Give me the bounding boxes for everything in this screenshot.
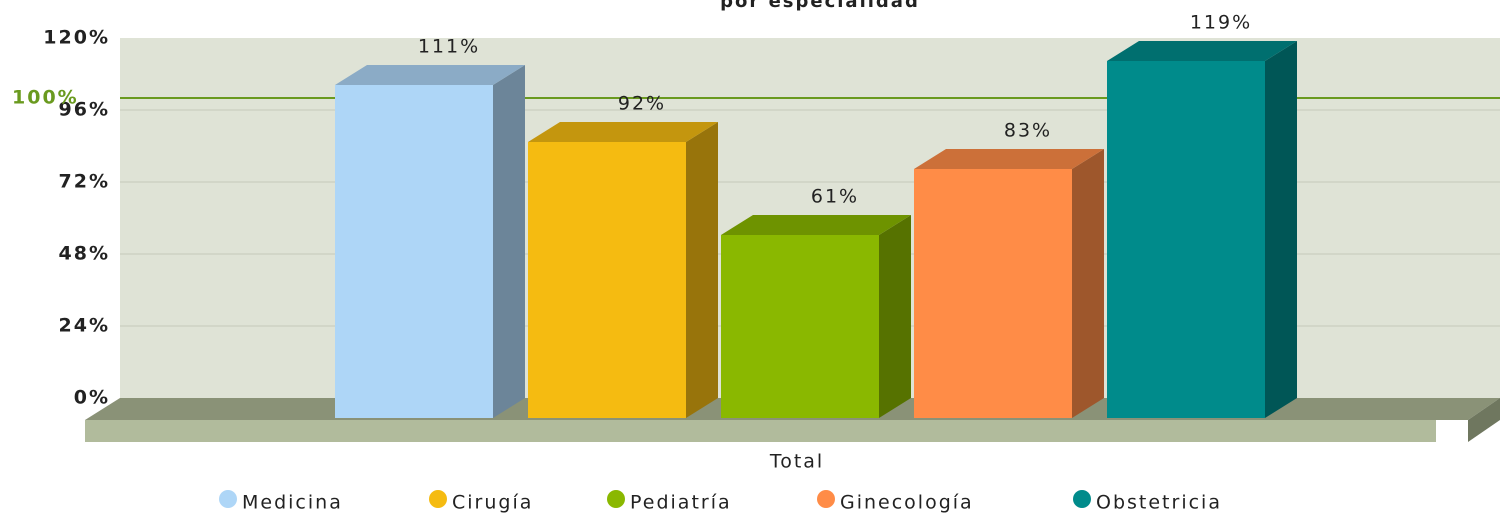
- bar-top: [1107, 41, 1297, 61]
- y-tick-label: 96%: [59, 99, 110, 121]
- bar: [335, 85, 493, 418]
- chart-title: por especialidad: [720, 0, 920, 12]
- legend-swatch: [429, 490, 447, 508]
- bar-top: [721, 215, 911, 235]
- bar-side: [1265, 41, 1297, 418]
- legend-label: Cirugía: [452, 492, 533, 514]
- value-label: 61%: [811, 186, 859, 208]
- legend-swatch: [817, 490, 835, 508]
- bar-side: [686, 122, 718, 418]
- bar-side: [879, 215, 911, 418]
- bar-side: [493, 65, 525, 418]
- legend-label: Obstetricia: [1096, 492, 1222, 514]
- bar: [528, 142, 686, 418]
- value-label: 92%: [618, 93, 666, 115]
- bar-top: [528, 122, 718, 142]
- y-tick-label: 120%: [43, 27, 110, 49]
- floor-side: [1468, 398, 1500, 442]
- y-tick-label: 72%: [59, 171, 110, 193]
- value-label: 119%: [1190, 12, 1252, 34]
- value-label: 83%: [1004, 120, 1052, 142]
- legend-swatch: [607, 490, 625, 508]
- bar-top: [914, 149, 1104, 169]
- y-tick-label: 48%: [59, 243, 110, 265]
- legend-label: Pediatría: [630, 492, 732, 514]
- target-label: 100%: [12, 87, 79, 109]
- legend-swatch: [1073, 490, 1091, 508]
- bar: [721, 235, 879, 418]
- legend-label: Ginecología: [840, 492, 974, 514]
- bar-top: [335, 65, 525, 85]
- legend-label: Medicina: [242, 492, 343, 514]
- y-tick-label: 24%: [59, 315, 110, 337]
- legend-swatch: [219, 490, 237, 508]
- bar-side: [1072, 149, 1104, 418]
- x-tick-label: Total: [769, 451, 824, 473]
- value-label: 111%: [418, 36, 480, 58]
- y-tick-label: 0%: [74, 387, 110, 409]
- bar: [914, 169, 1072, 418]
- floor-front: [85, 420, 1436, 442]
- bar: [1107, 61, 1265, 418]
